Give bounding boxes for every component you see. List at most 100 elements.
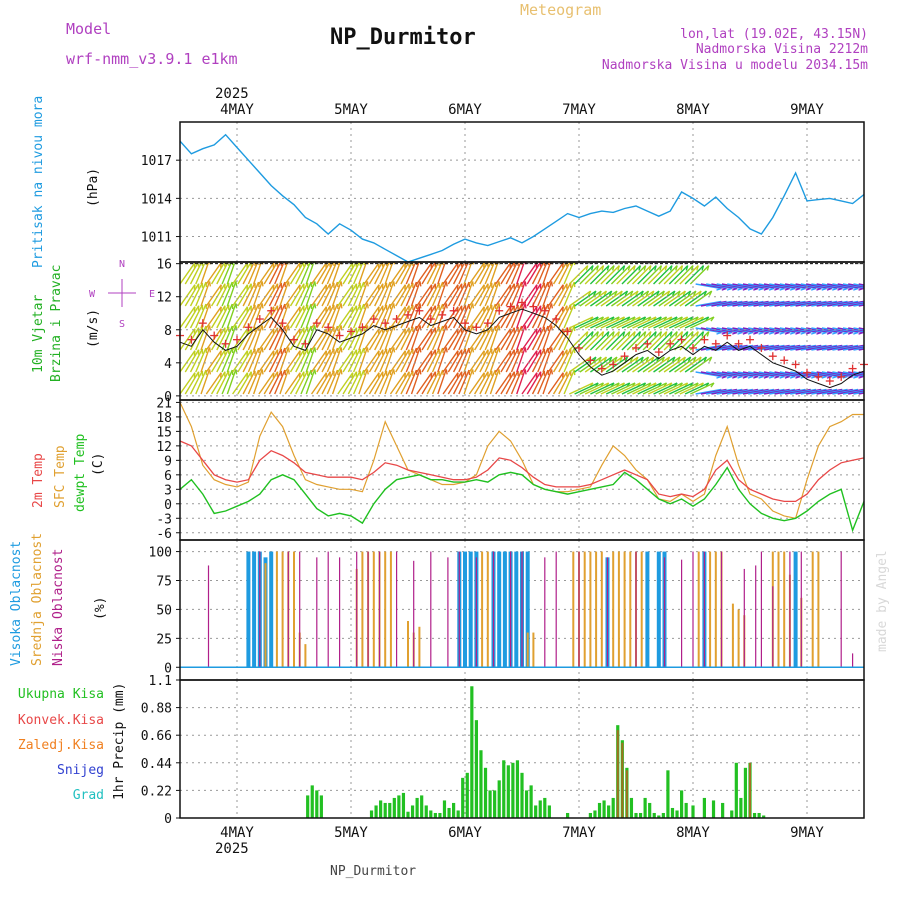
wind-tick-labels: 0 4 8 12 16 xyxy=(156,258,180,405)
model-name: wrf-nmm_v3.9.1 e1km xyxy=(66,50,238,68)
cloud-tick-label: 0 xyxy=(164,661,172,676)
total-precip-bar xyxy=(730,810,734,818)
day-label-bottom: 6MAY xyxy=(448,825,482,841)
total-precip-bar xyxy=(684,802,688,818)
mid-cloud-bar xyxy=(486,551,489,668)
low-cloud-bar xyxy=(367,551,369,668)
total-precip-bar xyxy=(752,812,757,818)
temp-tick-label: 6 xyxy=(164,469,172,484)
precip-tick-label: 0 xyxy=(164,812,172,827)
total-precip-bar xyxy=(643,797,647,818)
meteogram-title: Meteogram xyxy=(520,1,601,19)
high-cloud-bar xyxy=(269,551,274,668)
day-label-bottom: 5MAY xyxy=(334,825,368,841)
high-cloud-bar xyxy=(656,551,661,668)
precip-ylabel: 1hr Precip (mm) xyxy=(112,683,127,800)
plot-area: 1011101410170481216-6-303691215182102550… xyxy=(141,102,868,841)
total-precip-bar xyxy=(648,802,652,818)
low-cloud-bars xyxy=(207,551,854,668)
mid-cloud-bar xyxy=(783,551,786,668)
total-precip-bar xyxy=(670,807,675,818)
wind-speed-line xyxy=(179,308,865,389)
wind-arrow-field xyxy=(180,262,864,395)
high-cloud-bar xyxy=(645,551,650,668)
total-precip-bar xyxy=(607,805,611,818)
total-precip-bar xyxy=(502,760,506,818)
low-cloud-bar xyxy=(521,551,523,668)
conv-precip-label: Konvek.Kisa xyxy=(18,713,104,728)
wind-tick-label: 16 xyxy=(156,258,172,273)
precip-tick-label: 0.66 xyxy=(141,729,172,744)
mid-cloud-bar xyxy=(714,551,717,668)
low-cloud-bar xyxy=(635,551,637,668)
mid-cloud-bar xyxy=(532,632,535,668)
pressure-tick-label: 1011 xyxy=(141,231,172,246)
total-precip-label: Ukupna Kisa xyxy=(18,687,104,702)
mid-cloud-bar xyxy=(372,551,375,668)
pressure-line xyxy=(179,133,865,263)
pressure-ylabel-title: Pritisak na nivou mora xyxy=(31,96,46,268)
year-bottom: 2025 xyxy=(215,841,249,857)
low-cloud-label: Niska Oblacnost xyxy=(51,549,66,666)
low-cloud-bar xyxy=(606,557,609,668)
total-precip-bar xyxy=(493,790,497,818)
total-precip-bar xyxy=(734,762,738,818)
mid-cloud-bar xyxy=(589,551,592,668)
conv-precip-bar xyxy=(749,762,751,818)
total-precip-bar xyxy=(438,812,442,818)
cloud-tick-label: 50 xyxy=(156,603,172,618)
total-precip-bar xyxy=(306,795,310,818)
low-cloud-bar xyxy=(840,551,842,668)
total-precip-bar xyxy=(406,811,410,818)
precip-tick-label: 0.22 xyxy=(141,784,172,799)
total-precip-bar xyxy=(743,767,748,818)
total-precip-bar xyxy=(383,802,387,818)
total-precip-bar xyxy=(497,780,501,818)
wind-ylabel-sub: Brzina i Pravac xyxy=(49,265,64,382)
low-cloud-bar xyxy=(760,551,762,668)
mid-cloud-bar xyxy=(275,551,278,668)
total-precip-bar xyxy=(429,810,433,818)
total-precip-bar xyxy=(420,795,424,818)
total-precip-bar xyxy=(702,797,706,818)
mid-cloud-bar xyxy=(811,551,814,668)
mid-cloud-bar xyxy=(595,551,598,668)
total-precip-bar xyxy=(593,810,597,818)
total-precip-bar xyxy=(410,805,415,818)
total-precip-bar xyxy=(629,797,634,818)
low-cloud-bar xyxy=(396,551,398,668)
total-precip-bar xyxy=(474,720,478,818)
mid-cloud-bar xyxy=(817,551,820,668)
total-precip-bar xyxy=(757,812,761,818)
precip-tick-label: 1.1 xyxy=(149,674,172,689)
total-precip-bar xyxy=(680,790,684,818)
low-cloud-bar xyxy=(378,551,381,668)
dewpt-label: dewpt Temp xyxy=(73,434,88,512)
low-cloud-bar xyxy=(316,557,318,668)
high-cloud-bar xyxy=(514,551,519,668)
low-cloud-bar xyxy=(772,586,774,668)
wind-compass-icon: N E S W xyxy=(89,259,155,330)
mid-cloud-bar xyxy=(418,626,421,668)
total-precip-bar xyxy=(543,797,547,818)
footer-station: NP_Durmitor xyxy=(330,864,416,879)
day-label-top: 6MAY xyxy=(448,102,482,118)
high-cloud-label: Visoka Oblacnost xyxy=(9,541,24,666)
total-precip-bar xyxy=(319,795,323,818)
station-title: NP_Durmitor xyxy=(330,25,476,50)
high-cloud-bar xyxy=(463,551,467,668)
high-cloud-bar xyxy=(497,551,502,668)
total-precip-bar xyxy=(315,790,319,818)
snow-label: Snijeg xyxy=(57,763,104,778)
total-precip-bar xyxy=(611,797,615,818)
mid-cloud-bar xyxy=(572,551,575,668)
low-cloud-bar xyxy=(555,551,557,668)
mid-cloud-bar xyxy=(629,551,632,668)
mid-cloud-bar xyxy=(600,551,603,668)
low-cloud-bar xyxy=(413,560,415,668)
mid-cloud-bar xyxy=(264,563,267,668)
total-precip-bar xyxy=(424,805,428,818)
temp-tick-label: 21 xyxy=(156,396,172,411)
mid-cloud-bar xyxy=(583,551,586,668)
